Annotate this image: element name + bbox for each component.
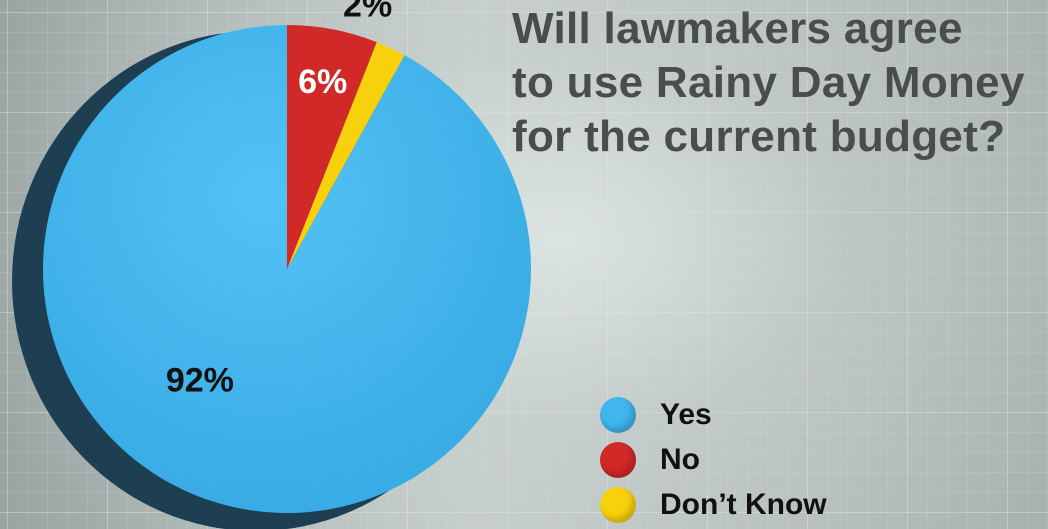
pie-slice-dont-know [287,42,405,269]
pie-slice-labels: 92% 6% 2% [166,0,392,400]
title-line-1: Will lawmakers agree [512,4,963,53]
pie-slice-no [287,25,377,269]
pie-slices [42,25,531,513]
legend-swatch-dont-know [600,486,636,523]
pie-slice-yes [42,25,531,513]
pie-label-no: 6% [298,63,347,101]
pie-label-yes: 92% [166,362,234,400]
chart-title: Will lawmakers agree to use Rainy Day Mo… [512,2,1042,164]
legend-item-yes: Yes [600,392,900,437]
title-line-3: for the current budget? [512,112,1006,161]
legend-label-dont-know: Don’t Know [660,487,827,521]
title-line-2: to use Rainy Day Money [512,58,1025,107]
pie-label-dont-know: 2% [343,0,392,24]
legend-item-dont-know: Don’t Know [600,482,900,527]
legend-swatch-yes [600,396,636,433]
legend-item-no: No [600,437,900,482]
legend-swatch-no [600,441,636,478]
legend: Yes No Don’t Know [600,392,900,527]
legend-label-yes: Yes [660,397,712,431]
legend-label-no: No [660,442,700,476]
